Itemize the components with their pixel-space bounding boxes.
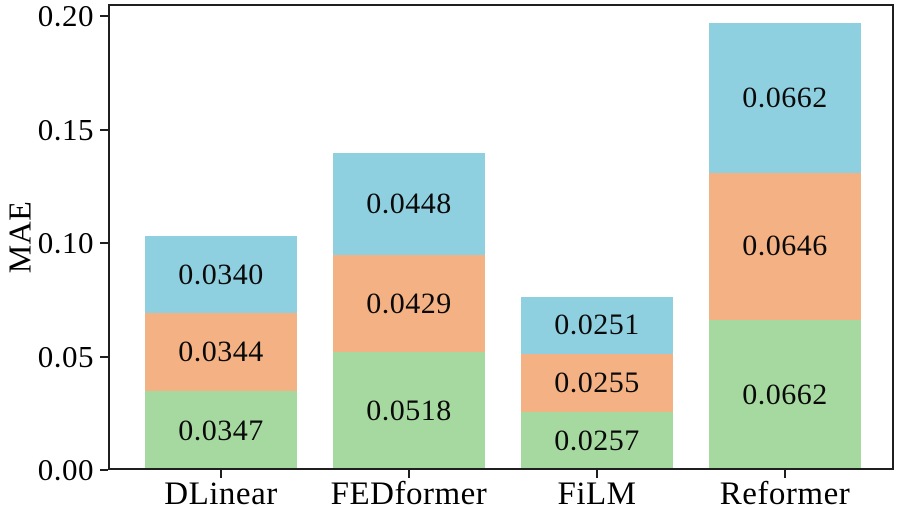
y-tick-mark — [100, 355, 108, 358]
bar-value-label: 0.0340 — [178, 257, 264, 291]
bar-segment: 0.0448 — [333, 153, 485, 256]
bar-segment: 0.0344 — [145, 313, 297, 392]
bar-value-label: 0.0251 — [554, 308, 640, 342]
x-tick-mark — [408, 470, 410, 478]
bar-segment: 0.0251 — [521, 296, 673, 354]
bar-value-label: 0.0344 — [178, 335, 264, 369]
x-tick-mark — [220, 470, 222, 478]
y-tick-label: 0.15 — [37, 111, 94, 147]
bar-segment: 0.0340 — [145, 235, 297, 314]
y-tick-label: 0.20 — [37, 0, 94, 34]
bar-segment: 0.0255 — [521, 353, 673, 412]
y-tick-label: 0.10 — [37, 225, 94, 260]
bar-value-label: 0.0448 — [366, 187, 452, 221]
bar-value-label: 0.0257 — [554, 423, 640, 457]
y-tick-mark — [100, 15, 108, 18]
x-category-label: FEDformer — [330, 476, 488, 507]
x-tick-mark — [596, 470, 598, 478]
bar-value-label: 0.0662 — [742, 80, 828, 114]
bar-value-label: 0.0255 — [554, 365, 640, 399]
bar-segment: 0.0257 — [521, 411, 673, 470]
bar-value-label: 0.0429 — [366, 286, 452, 320]
bar-segment: 0.0662 — [709, 319, 861, 470]
x-category-label: DLinear — [164, 476, 278, 507]
x-category-label: Reformer — [719, 476, 851, 507]
bar-value-label: 0.0646 — [742, 229, 828, 263]
bar-value-label: 0.0347 — [178, 413, 264, 447]
x-category-label: FiLM — [557, 476, 637, 507]
y-tick-mark — [100, 469, 108, 471]
x-tick-mark — [784, 470, 786, 478]
y-tick-label: 0.00 — [37, 452, 94, 487]
bar-value-label: 0.0518 — [366, 394, 452, 428]
y-tick-mark — [100, 242, 108, 244]
bar-segment: 0.0347 — [145, 391, 297, 470]
bar-value-label: 0.0662 — [742, 377, 828, 411]
bar-segment: 0.0518 — [333, 352, 485, 470]
y-tick-label: 0.05 — [37, 338, 94, 374]
bar-segment: 0.0662 — [709, 22, 861, 174]
bar-segment: 0.0429 — [333, 255, 485, 353]
bar-segment: 0.0646 — [709, 173, 861, 320]
y-tick-mark — [100, 128, 108, 131]
